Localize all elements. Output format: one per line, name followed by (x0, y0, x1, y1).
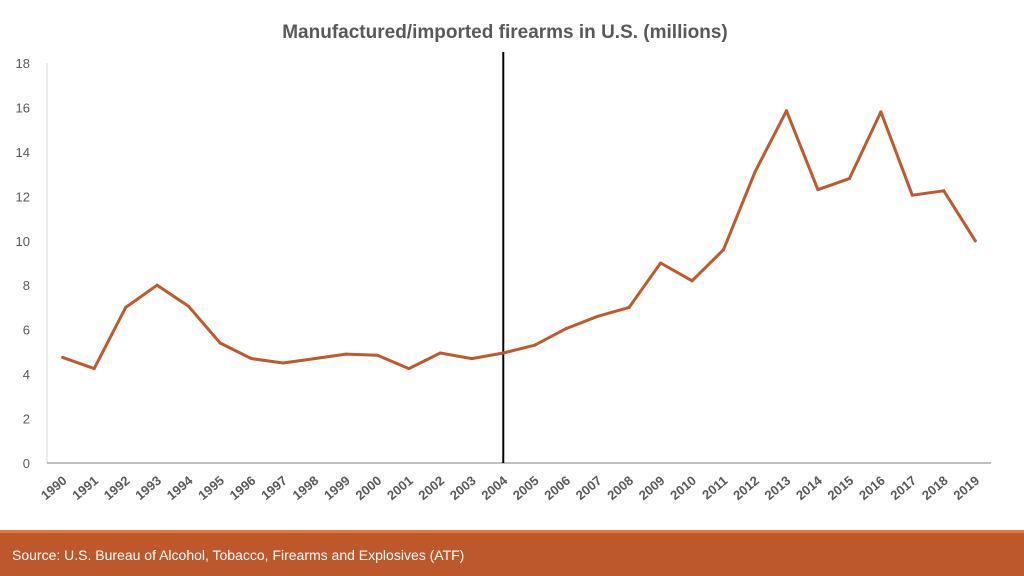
x-tick-label: 2019 (950, 473, 982, 503)
y-tick-label: 0 (23, 456, 30, 471)
data-point (344, 352, 348, 356)
data-point (973, 239, 977, 243)
series-layer (61, 109, 977, 371)
x-tick-label: 1997 (258, 473, 290, 503)
data-point (690, 279, 694, 283)
x-tick-label: 2012 (730, 473, 762, 503)
x-tick-label: 2009 (636, 473, 668, 503)
data-point (407, 367, 411, 371)
y-tick-label: 2 (23, 412, 30, 427)
x-tick-label: 1998 (290, 473, 322, 503)
data-point (187, 304, 191, 308)
data-point (847, 177, 851, 181)
data-point (155, 283, 159, 287)
footer-accent-line (0, 530, 1024, 533)
data-point (375, 353, 379, 357)
x-tick-label: 2018 (919, 473, 951, 503)
data-point (92, 367, 96, 371)
x-tick-label: 2015 (825, 473, 857, 503)
data-point (501, 351, 505, 355)
chart-title: Manufactured/imported firearms in U.S. (… (282, 22, 728, 43)
source-text: Source: U.S. Bureau of Alcohol, Tobacco,… (12, 546, 465, 563)
data-point (533, 343, 537, 347)
data-point (816, 188, 820, 192)
x-tick-label: 2005 (510, 473, 542, 503)
data-point (596, 314, 600, 318)
data-point (470, 357, 474, 361)
data-point (753, 170, 757, 174)
x-axis: 1990 1991 1992 1993 1994 1995 1996 1997 1998 1999… (38, 462, 991, 503)
x-tick-label: 2006 (541, 473, 573, 503)
x-tick-label: 2008 (604, 473, 636, 503)
x-tick-label: 1995 (195, 473, 227, 503)
data-point (281, 361, 285, 365)
x-tick-label: 2007 (573, 473, 605, 503)
data-point (250, 357, 254, 361)
y-tick-label: 18 (16, 56, 30, 71)
x-tick-label: 2016 (856, 473, 888, 503)
x-tick-label: 1999 (321, 473, 353, 503)
x-tick-label: 1994 (164, 472, 196, 503)
data-point (942, 189, 946, 193)
y-tick-label: 14 (16, 145, 30, 160)
x-tick-label: 2017 (887, 473, 919, 503)
x-tick-label: 2003 (447, 473, 479, 503)
y-tick-label: 4 (23, 367, 30, 382)
x-tick-label: 2002 (415, 473, 447, 503)
data-point (438, 351, 442, 355)
x-tick-label: 1996 (227, 473, 259, 503)
series-line (61, 109, 977, 371)
y-tick-label: 12 (16, 189, 30, 204)
y-tick-label: 6 (23, 323, 30, 338)
x-tick-label: 2004 (478, 472, 510, 503)
x-tick-label: 2000 (353, 473, 385, 503)
x-tick-label: 2014 (793, 472, 825, 503)
data-point (124, 305, 128, 309)
data-point (627, 305, 631, 309)
source-footer: Source: U.S. Bureau of Alcohol, Tobacco,… (0, 533, 1024, 576)
y-tick-label: 10 (16, 234, 30, 249)
x-tick-label: 1993 (132, 473, 164, 503)
x-tick-label: 1992 (101, 473, 133, 503)
x-tick-label: 2011 (699, 473, 730, 503)
data-point (659, 261, 663, 265)
data-point (879, 110, 883, 114)
data-point (784, 109, 788, 113)
data-point (312, 357, 316, 361)
x-tick-label: 1991 (69, 473, 101, 503)
y-tick-label: 16 (16, 100, 30, 115)
data-point (910, 193, 914, 197)
data-point (564, 327, 568, 331)
chart: Manufactured/imported firearms in U.S. (… (16, 22, 991, 503)
y-axis: 0 2 4 6 8 10 12 14 16 18 (16, 56, 48, 471)
x-tick-label: 2001 (384, 473, 416, 503)
y-tick-label: 8 (23, 278, 30, 293)
x-tick-label: 2010 (667, 473, 699, 503)
data-point (61, 355, 65, 359)
data-point (722, 248, 726, 252)
data-point (218, 341, 222, 345)
x-tick-label: 2013 (762, 473, 794, 503)
x-tick-label: 1990 (38, 473, 70, 503)
